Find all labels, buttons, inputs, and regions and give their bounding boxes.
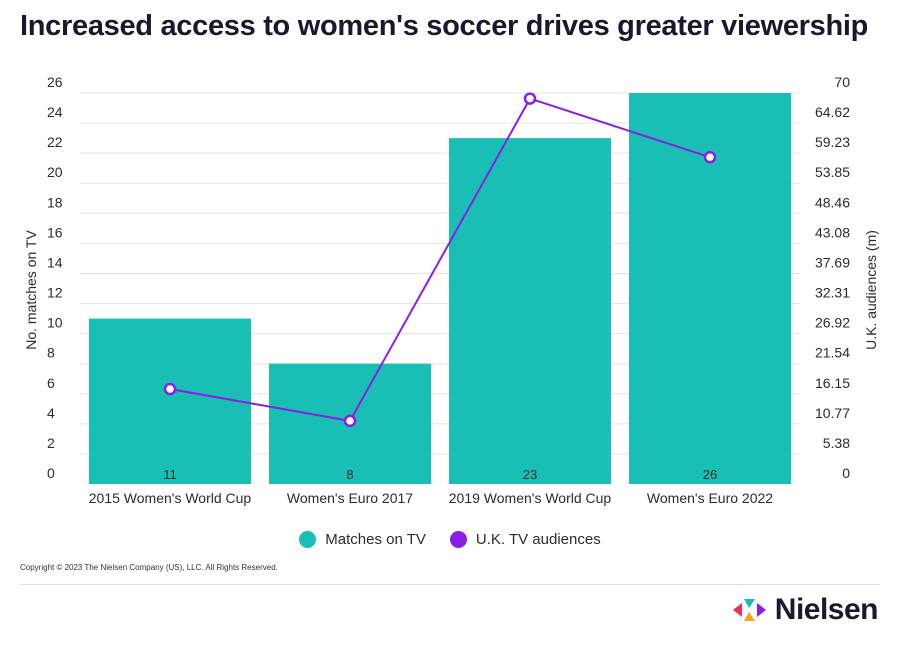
- legend-label-matches: Matches on TV: [325, 531, 426, 548]
- y-tick-label: 10: [47, 315, 63, 331]
- line-point: [523, 92, 537, 105]
- bar-data-label: 11: [163, 467, 177, 482]
- y-tick-label: 20: [47, 164, 63, 180]
- copyright-notice: Copyright © 2023 The Nielsen Company (US…: [20, 563, 278, 572]
- y2-tick-label: 26.92: [815, 315, 850, 331]
- nielsen-logo-icon: [732, 599, 766, 621]
- y2-tick-label: 59.23: [815, 134, 850, 150]
- bar-data-label: 23: [523, 467, 537, 482]
- y2-tick-label: 53.85: [815, 164, 850, 180]
- chart-title: Increased access to women's soccer drive…: [20, 10, 869, 42]
- chart-legend: Matches on TV U.K. TV audiences: [0, 531, 900, 548]
- y2-tick-label: 21.54: [815, 345, 850, 361]
- y2-tick-label: 48.46: [815, 194, 850, 210]
- legend-swatch-matches: [299, 531, 317, 548]
- line-series: [163, 92, 717, 428]
- y2-tick-label: 10.77: [815, 405, 850, 421]
- combo-chart: 11 8 23 26 0246810121416182022242605.3810.7…: [23, 74, 879, 506]
- y-tick-label: 4: [47, 405, 55, 421]
- bar-series: 11 8 23 26: [89, 93, 791, 484]
- legend-item-audiences: U.K. TV audiences: [449, 531, 601, 548]
- nielsen-wordmark: Nielsen: [774, 593, 879, 626]
- line-point: [163, 382, 177, 396]
- y-tick-label: 24: [47, 104, 63, 120]
- y2-tick-label: 5.38: [823, 435, 850, 451]
- y2-axis-title: U.K. audiences (m): [863, 230, 879, 350]
- y2-tick-label: 16.15: [815, 375, 850, 391]
- axis-labels: 0246810121416182022242605.3810.7716.1521…: [47, 74, 850, 506]
- x-tick-label: Women's Euro 2022: [647, 490, 773, 506]
- y2-tick-label: 32.31: [815, 285, 850, 301]
- y2-tick-label: 43.08: [815, 224, 850, 240]
- y2-tick-label: 37.69: [815, 254, 850, 270]
- y-tick-label: 22: [47, 134, 63, 150]
- legend-item-matches: Matches on TV: [299, 531, 426, 548]
- bar-data-label: 8: [346, 467, 353, 482]
- y-tick-label: 18: [47, 194, 63, 210]
- footer-divider: [20, 584, 880, 585]
- line-point: [703, 150, 717, 164]
- y-tick-label: 12: [47, 285, 63, 301]
- x-tick-label: 2019 Women's World Cup: [449, 490, 612, 506]
- line-point: [343, 414, 357, 428]
- y2-tick-label: 70: [834, 74, 850, 90]
- legend-label-audiences: U.K. TV audiences: [475, 531, 601, 548]
- bar: [89, 318, 251, 484]
- bar-data-label: 26: [703, 467, 717, 482]
- x-tick-label: Women's Euro 2017: [287, 490, 413, 506]
- legend-swatch-audiences: [449, 531, 467, 548]
- y2-tick-label: 0: [842, 465, 850, 481]
- y-axis-title: No. matches on TV: [23, 230, 39, 350]
- y2-tick-label: 64.62: [815, 104, 850, 120]
- bar: [449, 138, 611, 484]
- y-tick-label: 26: [47, 74, 63, 90]
- line-path: [169, 97, 711, 422]
- y-tick-label: 8: [47, 345, 55, 361]
- y-tick-label: 0: [47, 465, 55, 481]
- y-tick-label: 14: [47, 254, 63, 270]
- x-tick-label: 2015 Women's World Cup: [89, 490, 252, 506]
- y-tick-label: 6: [47, 375, 55, 391]
- nielsen-logo: Nielsen: [732, 593, 879, 627]
- y-tick-label: 16: [47, 224, 63, 240]
- y-tick-label: 2: [47, 435, 55, 451]
